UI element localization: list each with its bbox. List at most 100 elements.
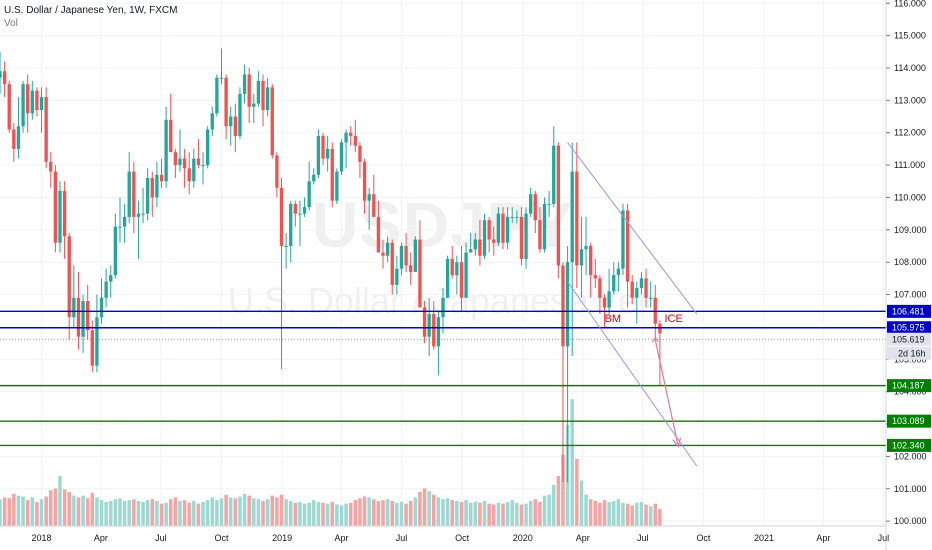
candle-body — [413, 239, 417, 272]
price-axis[interactable]: 100.000101.000102.000103.000104.000105.0… — [885, 0, 931, 550]
candle-body — [358, 145, 362, 162]
candle-body — [344, 132, 348, 143]
time-tick-label: Oct — [214, 533, 229, 543]
channel-line — [567, 142, 698, 315]
drawings[interactable]: BM ICE — [567, 142, 698, 467]
candle-body — [95, 317, 99, 366]
volume-bar — [210, 497, 215, 526]
volume-bar — [551, 484, 556, 526]
candle-body — [67, 236, 71, 318]
candle-body — [298, 213, 302, 215]
candle-body — [625, 210, 630, 282]
candle-body — [182, 158, 187, 169]
legend: U.S. Dollar / Japanese Yen, 1W, FXCM Vol — [4, 4, 177, 30]
volume-bar — [150, 499, 155, 526]
candle-body — [192, 158, 196, 182]
volume-bar — [436, 497, 441, 526]
volume-bar — [298, 501, 302, 526]
candle-body — [630, 281, 634, 298]
candle-body — [58, 190, 62, 243]
candle-body — [62, 190, 67, 237]
candle-body — [589, 246, 593, 276]
volume-bar — [62, 489, 67, 526]
volume-bar — [284, 499, 288, 526]
volume-bar — [547, 494, 551, 526]
time-tick-label: 2018 — [32, 533, 52, 543]
time-tick-label: Apr — [576, 533, 590, 543]
time-tick-label: Oct — [455, 533, 470, 543]
volume-bar — [288, 500, 293, 526]
candle-body — [104, 281, 108, 298]
price-tag-label: 103.089 — [892, 416, 925, 426]
price-tick-label: 116.000 — [894, 0, 926, 8]
volume-bar — [441, 499, 445, 526]
time-axis[interactable]: 2018 Apr Jul Oct 2019 Apr Jul Oct 2020 Apr Jul Oct 2… — [0, 525, 889, 543]
volume-bar — [344, 503, 348, 526]
volume-bar — [178, 500, 182, 526]
price-tick-label: 101.000 — [894, 484, 927, 494]
volume-bar — [81, 495, 85, 526]
volume-bar — [122, 500, 127, 526]
horizontal-levels[interactable] — [0, 310, 886, 447]
volume-bar — [390, 500, 394, 526]
candle-body — [312, 174, 316, 182]
price-tag: 105.975 — [887, 321, 931, 335]
candle-body — [529, 194, 533, 214]
volume-bar — [579, 480, 584, 526]
candle-body — [372, 194, 376, 217]
volume-bar — [570, 399, 574, 526]
candle-body — [289, 203, 293, 247]
volume-bar — [482, 500, 487, 526]
volume-bar — [658, 509, 662, 526]
price-tick-label: 108.000 — [894, 257, 927, 267]
volume-bar — [533, 499, 538, 526]
candle-body — [648, 297, 653, 299]
candle-body — [339, 142, 344, 172]
volume-bar — [2, 497, 7, 526]
volume-bar — [625, 503, 630, 526]
candle-body — [469, 249, 473, 253]
price-tag-label: 105.975 — [892, 323, 925, 333]
volume-bar — [404, 503, 408, 526]
volume-bar — [353, 500, 358, 526]
candle-body — [335, 171, 339, 201]
candle-body — [224, 77, 228, 127]
volume-bar — [372, 499, 376, 526]
volume-bar — [639, 501, 644, 526]
volume-bar — [450, 500, 454, 526]
volume-bar — [228, 497, 233, 526]
projection-arrow — [654, 339, 679, 447]
candle-body — [385, 242, 390, 256]
price-tag-bg — [887, 438, 931, 452]
volume-bar — [588, 499, 593, 526]
volume-bar — [159, 503, 164, 526]
candle-body — [505, 216, 510, 243]
volume-bar — [312, 500, 316, 526]
volume-bar — [90, 492, 95, 526]
candle-body — [2, 71, 7, 85]
volume-bars — [0, 399, 662, 526]
candle-body — [44, 97, 48, 162]
candle-body — [325, 148, 330, 159]
price-tag: 105.619 — [887, 332, 931, 346]
candle-body — [270, 87, 274, 156]
volume-bar — [335, 504, 339, 526]
volume-bar — [155, 500, 159, 526]
candle-body — [76, 297, 81, 337]
candle-body — [316, 135, 321, 175]
candle-body — [552, 145, 556, 204]
volume-bar — [127, 500, 131, 526]
volume-bar — [325, 503, 330, 526]
candle-body — [109, 275, 113, 282]
volume-bar — [196, 503, 201, 526]
volume-bar — [21, 496, 25, 526]
candle-body — [12, 129, 16, 149]
volume-bar — [113, 499, 118, 526]
candle-body — [409, 265, 413, 272]
countdown-bg — [887, 346, 931, 360]
volume-bar — [635, 502, 639, 526]
candle-body — [159, 174, 164, 182]
volume-bar — [0, 499, 2, 526]
volume-bar — [432, 494, 436, 526]
